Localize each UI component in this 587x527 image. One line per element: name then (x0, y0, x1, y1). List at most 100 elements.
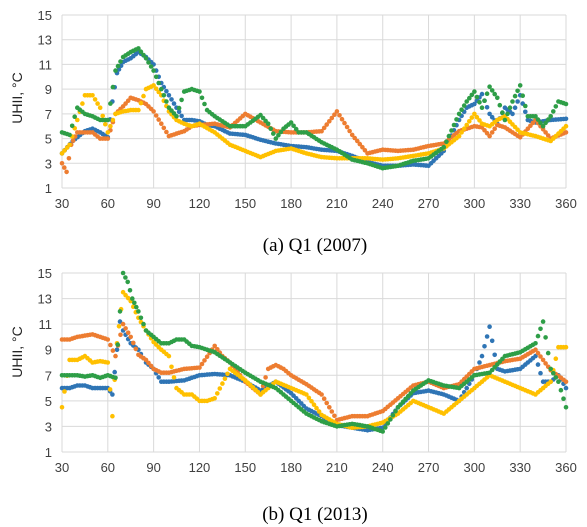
chart-b-point (324, 400, 330, 406)
chart-b-point (113, 375, 118, 381)
chart-a-point (500, 110, 505, 115)
chart-a-series-2 (59, 95, 569, 175)
chart-b-point (311, 402, 317, 408)
chart-b-point (548, 366, 553, 372)
chart-b-ylabel: UHII, °C (9, 326, 25, 378)
chart-a-point (332, 112, 337, 117)
chart-a-ytick-label: 7 (45, 107, 52, 122)
chart-a-point (148, 64, 154, 69)
chart-a-point (472, 89, 477, 94)
chart-a-point (115, 63, 121, 69)
chart-a-point (59, 161, 65, 166)
chart-a-point (479, 105, 485, 110)
chart-a-point (171, 101, 177, 106)
chart-a-xtick-label: 120 (189, 196, 211, 211)
chart-b-point (107, 387, 113, 392)
chart-b-xtick-label: 360 (555, 460, 577, 475)
chart-b-ytick-label: 15 (38, 266, 52, 281)
chart-a-point (110, 117, 116, 123)
chart-b-point (215, 391, 220, 396)
chart-a-point (502, 117, 508, 123)
chart-a-point (105, 130, 111, 135)
chart-a-point (515, 88, 520, 94)
chart-a-point (92, 97, 98, 102)
chart-b-point (123, 326, 128, 331)
chart-b-point (538, 354, 543, 359)
chart-b-xtick-label: 180 (280, 460, 302, 475)
chart-b-point (314, 405, 319, 411)
chart-a-point (492, 126, 498, 131)
chart-b-point (482, 344, 487, 349)
chart-a-xtick-label: 330 (509, 196, 531, 211)
chart-a-point (349, 132, 355, 138)
chart-b-point (533, 347, 538, 353)
chart-a-point (344, 124, 350, 130)
chart-a-point (545, 133, 551, 138)
chart-b-point (558, 387, 564, 393)
chart-a-ytick-label: 1 (45, 181, 52, 196)
chart-b-point (489, 338, 495, 344)
chart-b-point (543, 335, 548, 340)
chart-b-point (59, 405, 65, 410)
chart-b-ytick-label: 1 (45, 445, 52, 460)
chart-a-point (199, 95, 205, 101)
chart-b-point (222, 376, 228, 382)
chart-b-point (127, 288, 133, 293)
chart-b-point (304, 392, 309, 397)
chart-a-ytick-label: 3 (45, 156, 52, 171)
chart-b-point (136, 309, 141, 314)
chart-a-point (451, 122, 457, 128)
chart-b-point (535, 333, 541, 339)
chart-a-point (523, 109, 528, 115)
chart-a-point (467, 119, 472, 124)
chart-a-point (108, 101, 113, 106)
chart-b-point (133, 346, 139, 352)
chart-a-xtick-label: 240 (372, 196, 394, 211)
chart-a-ytick-label: 5 (45, 132, 52, 147)
chart-a-xtick-label: 30 (55, 196, 69, 211)
chart-b-point (125, 279, 130, 285)
chart-a-point (72, 114, 77, 119)
chart-b-ytick-label: 5 (45, 394, 52, 409)
chart-a-point (69, 123, 75, 129)
chart-b-point (545, 350, 551, 356)
chart-a-point (156, 117, 161, 122)
chart-a-point (510, 99, 515, 104)
chart-b-point (563, 379, 569, 385)
chart-a-point (161, 93, 167, 98)
chart-a-ytick-label: 13 (38, 33, 52, 48)
chart-a-point (487, 133, 492, 139)
chart-a-point (342, 120, 347, 126)
chart-a-point (164, 129, 169, 135)
chart-b-point (540, 319, 546, 324)
chart-b-point (393, 409, 398, 414)
chart-b-point (123, 275, 128, 280)
chart-b-point (217, 386, 223, 391)
chart-b-point (553, 375, 559, 380)
chart-b-point (533, 341, 538, 346)
chart-b-point (117, 319, 123, 324)
chart-a-point (334, 109, 340, 114)
chart-a-point (461, 103, 467, 108)
chart-a-point (543, 130, 548, 135)
chart-a-point (67, 132, 72, 138)
chart-b-point (329, 409, 335, 414)
chart-b-point (204, 354, 210, 360)
chart-a-point (324, 122, 330, 127)
chart-a-point (113, 68, 118, 73)
chart-a-point (110, 84, 116, 90)
chart-b-point (538, 326, 543, 332)
chart-a-point (472, 101, 477, 107)
chart-a-point (141, 52, 146, 58)
chart-a-point (67, 142, 72, 148)
chart-a-point (179, 97, 184, 103)
chart-a-point (441, 144, 447, 150)
chart-b-point (383, 425, 388, 430)
chart-b-point (535, 362, 541, 367)
chart-b-point (212, 343, 217, 349)
chart-b-point (319, 392, 324, 397)
chart-b-point (110, 348, 116, 353)
chart-a-point (456, 111, 462, 117)
chart-b-point (125, 330, 131, 336)
